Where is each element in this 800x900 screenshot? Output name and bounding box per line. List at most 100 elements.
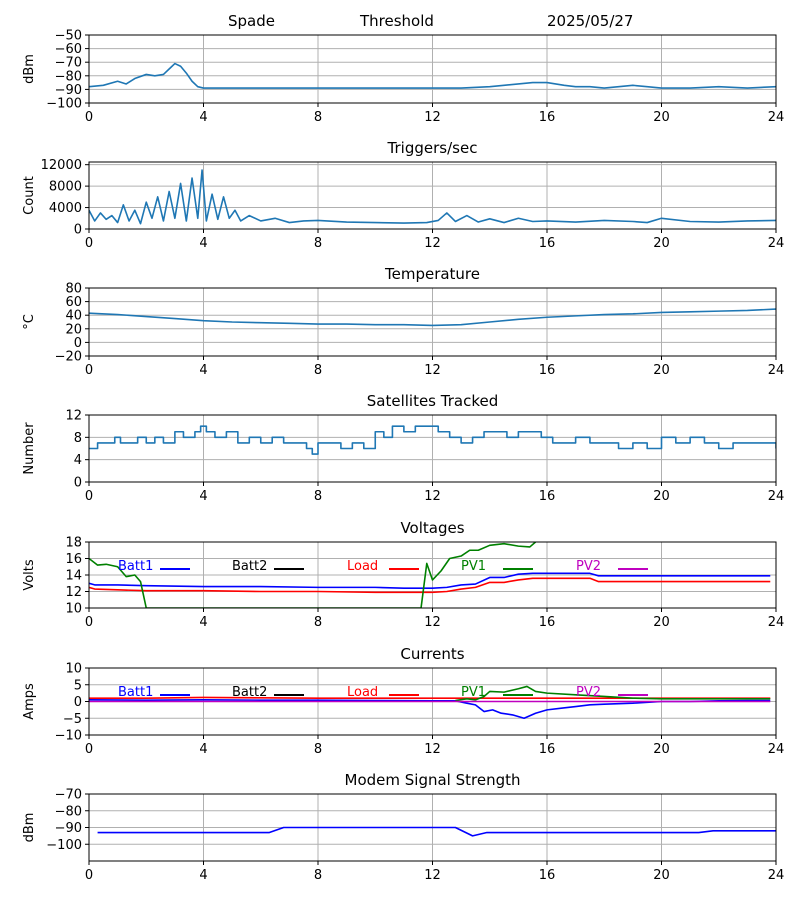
- panel-1-x-tick-label: 4: [199, 110, 207, 125]
- panel-6-x-tick-label: 4: [199, 742, 207, 757]
- panel-7-x-tick-label: 12: [424, 868, 441, 883]
- panel-3-ylabel: °C: [22, 314, 37, 330]
- panel-5-y-tick-label: 18: [65, 536, 82, 551]
- header-date: 2025/05/27: [547, 12, 634, 30]
- panel-1-y-tick-label: −90: [55, 83, 82, 98]
- panel-5-legend-batt2: Batt2: [232, 559, 267, 574]
- panel-7-x-tick-label: 20: [653, 868, 670, 883]
- panel-7-x-tick-label: 24: [768, 868, 785, 883]
- panel-3-y-tick-label: −20: [55, 350, 82, 365]
- panel-7-x-tick-label: 8: [314, 868, 322, 883]
- panel-2-x-tick-label: 12: [424, 236, 441, 251]
- panel-5-x-tick-label: 0: [85, 615, 93, 630]
- panel-1-x-tick-label: 12: [424, 110, 441, 125]
- panel-7-title: Modem Signal Strength: [345, 771, 521, 789]
- panel-6-legend-load: Load: [347, 685, 378, 700]
- panel-5-legend-pv2: PV2: [576, 559, 601, 574]
- panel-7-y-tick-label: −80: [55, 804, 82, 819]
- panel-6-legend-pv2: PV2: [576, 685, 601, 700]
- panel-5-title: Voltages: [400, 519, 464, 537]
- panel-2-title: Triggers/sec: [387, 139, 478, 157]
- panel-5-ylabel: Volts: [22, 559, 37, 591]
- panel-1-y-tick-label: −70: [55, 56, 82, 71]
- panel-5-y-tick-label: 12: [65, 585, 82, 600]
- panel-1-series-line: [89, 62, 776, 89]
- panel-4-y-tick-label: 0: [74, 476, 82, 491]
- panel-3-x-tick-label: 16: [539, 363, 556, 378]
- panel-2-x-tick-label: 16: [539, 236, 556, 251]
- panel-6-x-tick-label: 24: [768, 742, 785, 757]
- panel-3-x-tick-label: 0: [85, 363, 93, 378]
- panel-3-series-line: [89, 308, 776, 327]
- panel-5-y-tick-label: 14: [65, 569, 82, 584]
- panel-2-series-line: [89, 169, 776, 225]
- panel-6-legend-batt1: Batt1: [118, 685, 153, 700]
- panel-7-series-line: [97, 826, 776, 837]
- panel-3-y-tick-label: 0: [74, 336, 82, 351]
- panel-7-x-tick-label: 4: [199, 868, 207, 883]
- panel-1-x-tick-label: 20: [653, 110, 670, 125]
- panel-1-x-tick-label: 24: [768, 110, 785, 125]
- panel-6-y-tick-label: 5: [74, 678, 82, 693]
- panel-6-y-tick-label: −10: [55, 729, 82, 744]
- panel-4-x-tick-label: 16: [539, 489, 556, 504]
- panel-7-y-tick-label: −70: [55, 788, 82, 803]
- panel-6-x-tick-label: 12: [424, 742, 441, 757]
- panel-5-x-tick-label: 4: [199, 615, 207, 630]
- panel-6-legend-batt2: Batt2: [232, 685, 267, 700]
- panel-2-x-tick-label: 8: [314, 236, 322, 251]
- panel-2-y-tick-label: 8000: [49, 180, 82, 195]
- panel-6-ylabel: Amps: [22, 683, 37, 720]
- panel-3-title: Temperature: [384, 265, 480, 283]
- panel-5-x-tick-label: 8: [314, 615, 322, 630]
- panel-7-y-tick-label: −90: [55, 821, 82, 836]
- panel-1-y-tick-label: −60: [55, 42, 82, 57]
- panel-5-x-tick-label: 12: [424, 615, 441, 630]
- panel-5-legend-load: Load: [347, 559, 378, 574]
- panel-1-ylabel: dBm: [22, 54, 37, 84]
- panel-3-x-tick-label: 12: [424, 363, 441, 378]
- panel-6-x-tick-label: 8: [314, 742, 322, 757]
- panel-3-x-tick-label: 4: [199, 363, 207, 378]
- panel-2-y-tick-label: 4000: [49, 201, 82, 216]
- panel-4-x-tick-label: 4: [199, 489, 207, 504]
- panel-3-y-tick-label: 40: [65, 309, 82, 324]
- panel-5-y-tick-label: 16: [65, 552, 82, 567]
- panel-5-legend-batt1: Batt1: [118, 559, 153, 574]
- panel-2-x-tick-label: 20: [653, 236, 670, 251]
- panel-4-x-tick-label: 8: [314, 489, 322, 504]
- panel-2-x-tick-label: 4: [199, 236, 207, 251]
- panel-3-y-tick-label: 80: [65, 282, 82, 297]
- panel-3-y-tick-label: 60: [65, 295, 82, 310]
- panel-3-y-tick-label: 20: [65, 322, 82, 337]
- panel-7-y-tick-label: −100: [46, 838, 82, 853]
- panel-4-y-tick-label: 12: [65, 409, 82, 424]
- panel-3-x-tick-label: 8: [314, 363, 322, 378]
- panel-7-x-tick-label: 0: [85, 868, 93, 883]
- panel-5-x-tick-label: 24: [768, 615, 785, 630]
- panel-3-x-tick-label: 20: [653, 363, 670, 378]
- panel-1-y-tick-label: −100: [46, 97, 82, 112]
- panel-1-y-tick-label: −50: [55, 29, 82, 44]
- panel-6-x-tick-label: 0: [85, 742, 93, 757]
- panel-2-y-tick-label: 12000: [41, 158, 82, 173]
- panel-6-y-tick-label: 0: [74, 695, 82, 710]
- panel-6-legend-pv1: PV1: [461, 685, 486, 700]
- header-label: Threshold: [360, 12, 434, 30]
- panel-1-x-tick-label: 8: [314, 110, 322, 125]
- panel-5-series-batt1: [89, 572, 771, 590]
- panel-6-y-tick-label: −5: [63, 712, 82, 727]
- panel-2-y-tick-label: 0: [74, 223, 82, 238]
- panel-5-y-tick-label: 10: [65, 602, 82, 617]
- panel-6-title: Currents: [400, 645, 464, 663]
- panel-2-x-tick-label: 24: [768, 236, 785, 251]
- panel-4-x-tick-label: 20: [653, 489, 670, 504]
- panel-6-series-batt1: [89, 699, 771, 720]
- panel-2-x-tick-label: 0: [85, 236, 93, 251]
- panel-1-y-tick-label: −80: [55, 69, 82, 84]
- panel-4-ylabel: Number: [22, 422, 37, 475]
- panel-6-x-tick-label: 16: [539, 742, 556, 757]
- panel-6-y-tick-label: 10: [65, 662, 82, 677]
